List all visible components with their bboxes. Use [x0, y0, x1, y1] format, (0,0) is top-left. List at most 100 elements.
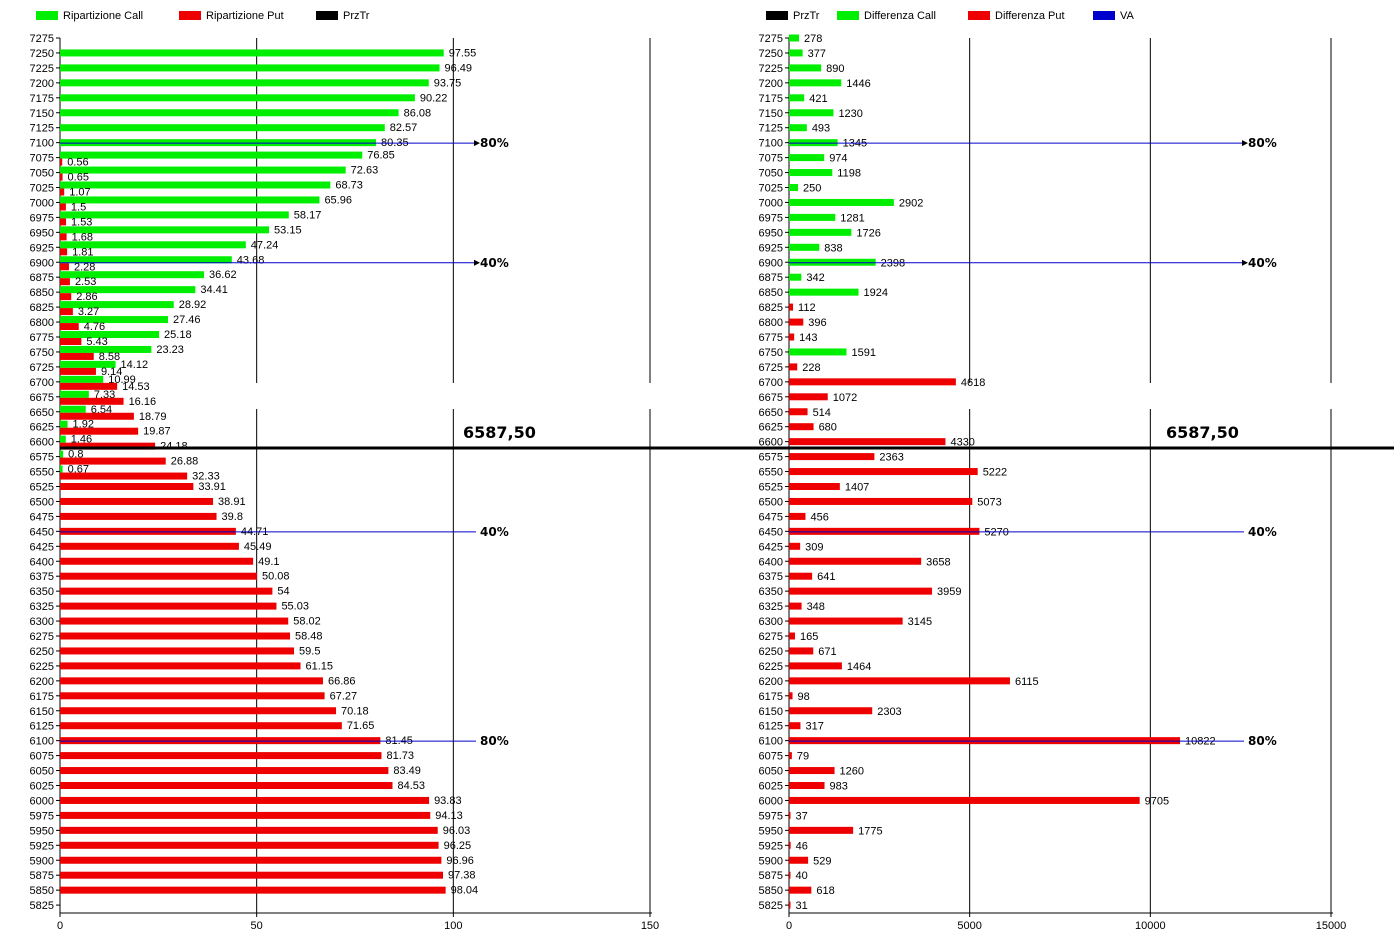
- left-call-value-label: 28.92: [179, 299, 207, 311]
- right-put-bar: [789, 557, 922, 565]
- left-call-bar: [60, 316, 169, 324]
- left-call-bar: [60, 166, 346, 174]
- right-value-label: 2363: [879, 452, 903, 464]
- right-y-tick-label: 5825: [759, 900, 783, 912]
- left-put-value-label: 1.53: [71, 216, 92, 228]
- right-x-tick-label: 15000: [1316, 920, 1347, 932]
- legend-label-ripartizione-call: Ripartizione Call: [63, 10, 143, 22]
- right-value-label: 4330: [950, 437, 974, 449]
- legend-swatch-differenza-call: [837, 11, 859, 20]
- left-put-value-label: 96.25: [444, 840, 472, 852]
- left-put-value-label: 0.65: [68, 172, 89, 184]
- left-call-bar: [60, 79, 429, 87]
- left-put-value-label: 58.48: [295, 631, 323, 643]
- right-y-tick-label: 6700: [759, 377, 783, 389]
- right-call-bar: [789, 124, 807, 132]
- left-y-tick-label: 6225: [30, 661, 54, 673]
- left-put-value-label: 32.33: [192, 471, 220, 483]
- left-call-bar: [60, 241, 246, 249]
- right-y-tick-label: 6525: [759, 482, 783, 494]
- right-y-tick-label: 6325: [759, 601, 783, 613]
- right-y-tick-label: 6850: [759, 287, 783, 299]
- left-put-value-label: 8.58: [99, 351, 120, 363]
- right-y-tick-label: 7125: [759, 123, 783, 135]
- left-put-bar: [60, 856, 442, 864]
- left-y-tick-label: 6500: [30, 496, 54, 508]
- left-put-value-label: 61.15: [306, 660, 334, 672]
- left-y-tick-label: 6400: [30, 556, 54, 568]
- right-y-tick-label: 5900: [759, 855, 783, 867]
- right-x-tick-label: 5000: [957, 920, 981, 932]
- right-y-tick-label: 6400: [759, 556, 783, 568]
- left-call-bar: [60, 345, 152, 353]
- right-y-tick-label: 6775: [759, 332, 783, 344]
- right-value-label: 1446: [846, 78, 870, 90]
- legend-swatch-ripartizione-call: [36, 11, 58, 20]
- right-value-label: 46: [796, 840, 808, 852]
- left-call-value-label: 72.63: [351, 165, 379, 177]
- right-y-tick-label: 6875: [759, 272, 783, 284]
- left-put-bar: [60, 457, 166, 465]
- left-put-bar: [60, 572, 257, 580]
- right-x-tick-label: 0: [786, 920, 792, 932]
- left-call-value-label: 25.18: [164, 329, 192, 341]
- left-y-tick-label: 6275: [30, 631, 54, 643]
- left-y-tick-label: 6575: [30, 452, 54, 464]
- right-value-label: 456: [810, 511, 828, 523]
- right-call-bar: [789, 109, 834, 117]
- right-y-tick-label: 7000: [759, 197, 783, 209]
- right-call-bar: [789, 273, 802, 281]
- right-y-tick-label: 6300: [759, 616, 783, 628]
- right-put-bar: [789, 572, 813, 580]
- left-put-bar: [60, 512, 217, 520]
- left-put-value-label: 1.68: [72, 231, 93, 243]
- left-put-value-label: 0.56: [67, 157, 88, 169]
- right-put-bar: [789, 468, 978, 476]
- right-y-tick-label: 5850: [759, 885, 783, 897]
- right-chart-differenza: PrzTr Differenza Call Differenza Put VA 7275…: [759, 10, 1347, 932]
- left-y-tick-label: 5875: [30, 870, 54, 882]
- right-value-label: 1230: [838, 108, 862, 120]
- right-put-bar: [789, 871, 791, 879]
- right-put-bar: [789, 796, 1140, 804]
- left-put-value-label: 97.38: [448, 870, 476, 882]
- right-put-bar: [789, 438, 946, 446]
- left-call-bar: [60, 331, 160, 338]
- legend-swatch-ripartizione-put: [179, 11, 201, 20]
- left-y-tick-label: 6100: [30, 736, 54, 748]
- left-put-bar: [60, 248, 68, 256]
- right-y-tick-label: 5950: [759, 825, 783, 837]
- left-put-bar: [60, 412, 134, 420]
- left-level-arrow: [474, 259, 480, 266]
- left-call-bar: [60, 124, 385, 132]
- right-y-tick-label: 6675: [759, 392, 783, 404]
- left-x-tick-label: 0: [57, 920, 63, 932]
- left-put-bar: [60, 338, 82, 345]
- right-value-label: 641: [817, 571, 835, 583]
- right-y-tick-label: 6650: [759, 407, 783, 419]
- left-put-bar: [60, 632, 291, 640]
- right-value-label: 228: [802, 362, 820, 374]
- right-call-bar: [789, 34, 800, 42]
- right-put-bar: [789, 602, 802, 610]
- left-call-bar: [60, 94, 415, 102]
- right-call-bar: [789, 213, 836, 221]
- right-value-label: 680: [819, 422, 837, 434]
- left-put-value-label: 9.14: [101, 366, 122, 378]
- right-value-label: 838: [824, 242, 842, 254]
- left-put-value-label: 18.79: [139, 411, 167, 423]
- left-y-tick-label: 6425: [30, 541, 54, 553]
- left-put-value-label: 50.08: [262, 571, 290, 583]
- left-put-value-label: 26.88: [171, 456, 199, 468]
- left-put-bar: [60, 352, 94, 360]
- left-y-tick-label: 7050: [30, 168, 54, 180]
- right-value-label: 1281: [840, 212, 864, 224]
- left-put-bar: [60, 542, 239, 550]
- left-y-tick-label: 5825: [30, 900, 54, 912]
- right-put-bar: [789, 408, 808, 416]
- left-call-value-label: 86.08: [404, 107, 432, 119]
- right-value-label: 1924: [864, 287, 888, 299]
- left-put-bar: [60, 557, 254, 565]
- left-level-arrow: [474, 140, 480, 147]
- left-put-bar: [60, 587, 273, 595]
